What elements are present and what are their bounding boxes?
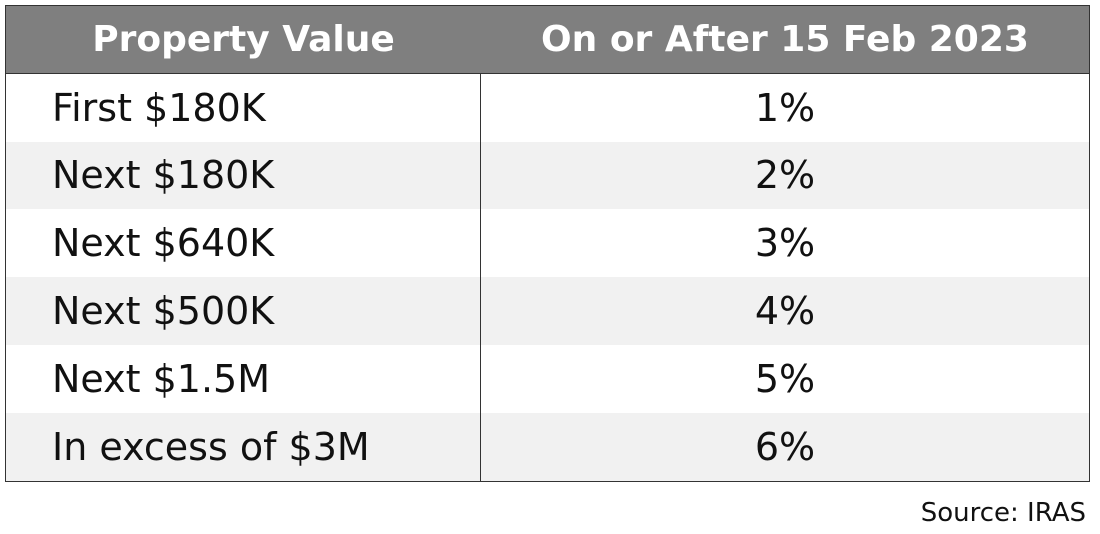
value-cell: In excess of $3M	[6, 412, 481, 481]
table-row: Next $640K 3%	[6, 209, 1089, 278]
table-row: Next $1.5M 5%	[6, 344, 1089, 413]
table-row: First $180K 1%	[6, 73, 1089, 142]
header-row: Property Value On or After 15 Feb 2023	[6, 6, 1089, 74]
value-cell: First $180K	[6, 73, 481, 142]
source-note: Source: IRAS	[920, 498, 1086, 528]
header-cell: On or After 15 Feb 2023	[541, 18, 1029, 60]
rate-cell: 2%	[754, 153, 816, 198]
rate-cell: 4%	[754, 289, 816, 334]
header-cell: Property Value	[92, 18, 395, 60]
table-row: Next $180K 2%	[6, 141, 1089, 210]
value-cell: Next $500K	[6, 277, 481, 345]
value-cell: Next $1.5M	[6, 344, 481, 413]
table-row: Next $500K 4%	[6, 277, 1089, 345]
value-cell: Next $180K	[6, 141, 481, 210]
rate-cell: 3%	[754, 221, 816, 266]
rate-table: Property Value On or After 15 Feb 2023 Fir…	[5, 5, 1090, 482]
rate-cell: 6%	[754, 424, 816, 469]
table-row: In excess of $3M 6%	[6, 412, 1089, 481]
rate-cell: 1%	[754, 85, 816, 130]
rate-cell: 5%	[754, 356, 816, 401]
value-cell: Next $640K	[6, 209, 481, 278]
